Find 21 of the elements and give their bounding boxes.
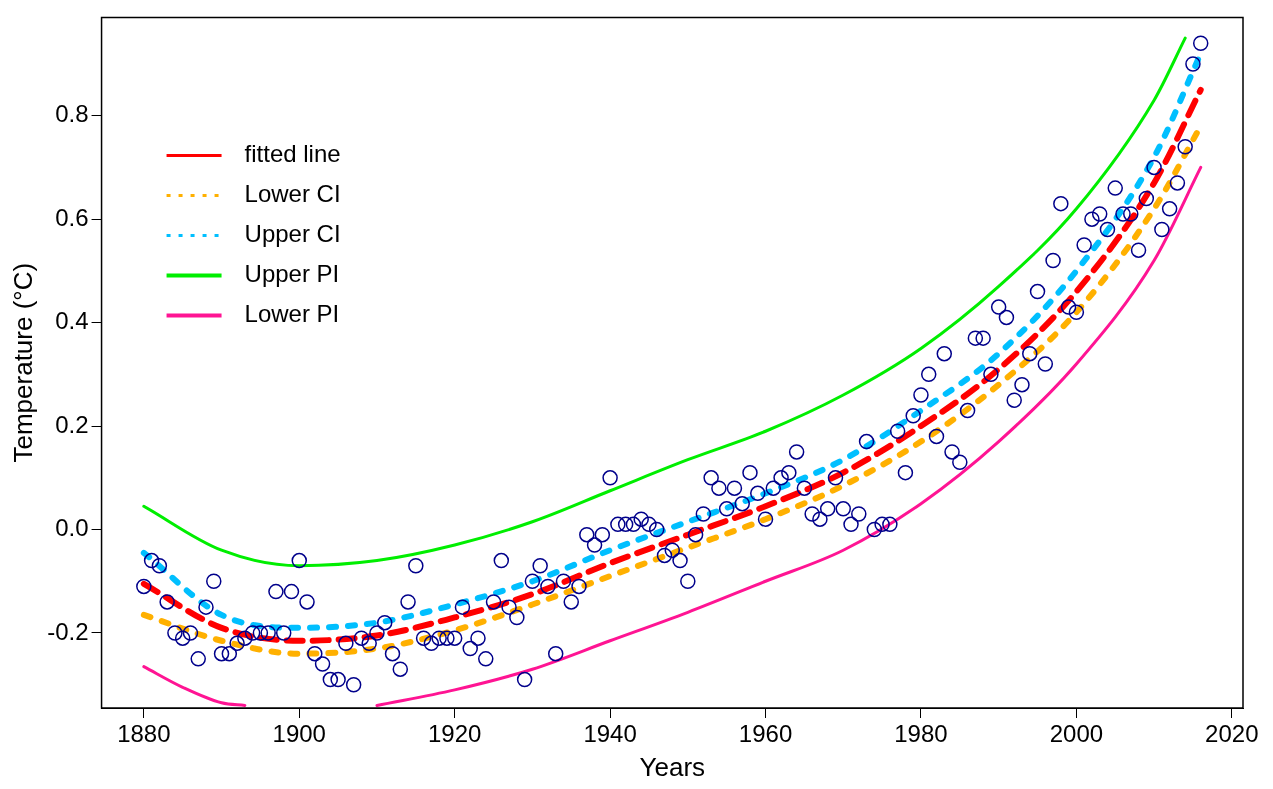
legend-label: fitted line <box>244 140 341 168</box>
legend-label: Lower PI <box>244 300 340 328</box>
x-tick-label: 2020 <box>1205 720 1259 748</box>
y-axis-title: Temperature (°C) <box>7 262 38 463</box>
x-tick-label: 1920 <box>427 720 482 748</box>
legend-label: Lower CI <box>244 180 341 208</box>
x-tick-label: 1880 <box>117 720 171 748</box>
legend-label: Upper PI <box>244 260 340 288</box>
x-tick-label: 1900 <box>272 720 326 748</box>
y-tick-label: -0.2 <box>47 617 89 645</box>
y-tick-label: 0.4 <box>55 307 89 335</box>
y-tick-label: 0.8 <box>55 100 89 128</box>
y-tick-label: 0.6 <box>55 203 89 231</box>
x-tick-label: 1980 <box>894 720 948 748</box>
x-axis-title: Years <box>639 751 706 782</box>
y-tick-label: 0.2 <box>55 410 89 438</box>
y-tick-label: 0.0 <box>55 514 89 542</box>
legend-label: Upper CI <box>244 220 341 248</box>
x-tick-label: 2000 <box>1049 720 1104 748</box>
x-tick-label: 1960 <box>738 720 793 748</box>
x-tick-label: 1940 <box>583 720 637 748</box>
